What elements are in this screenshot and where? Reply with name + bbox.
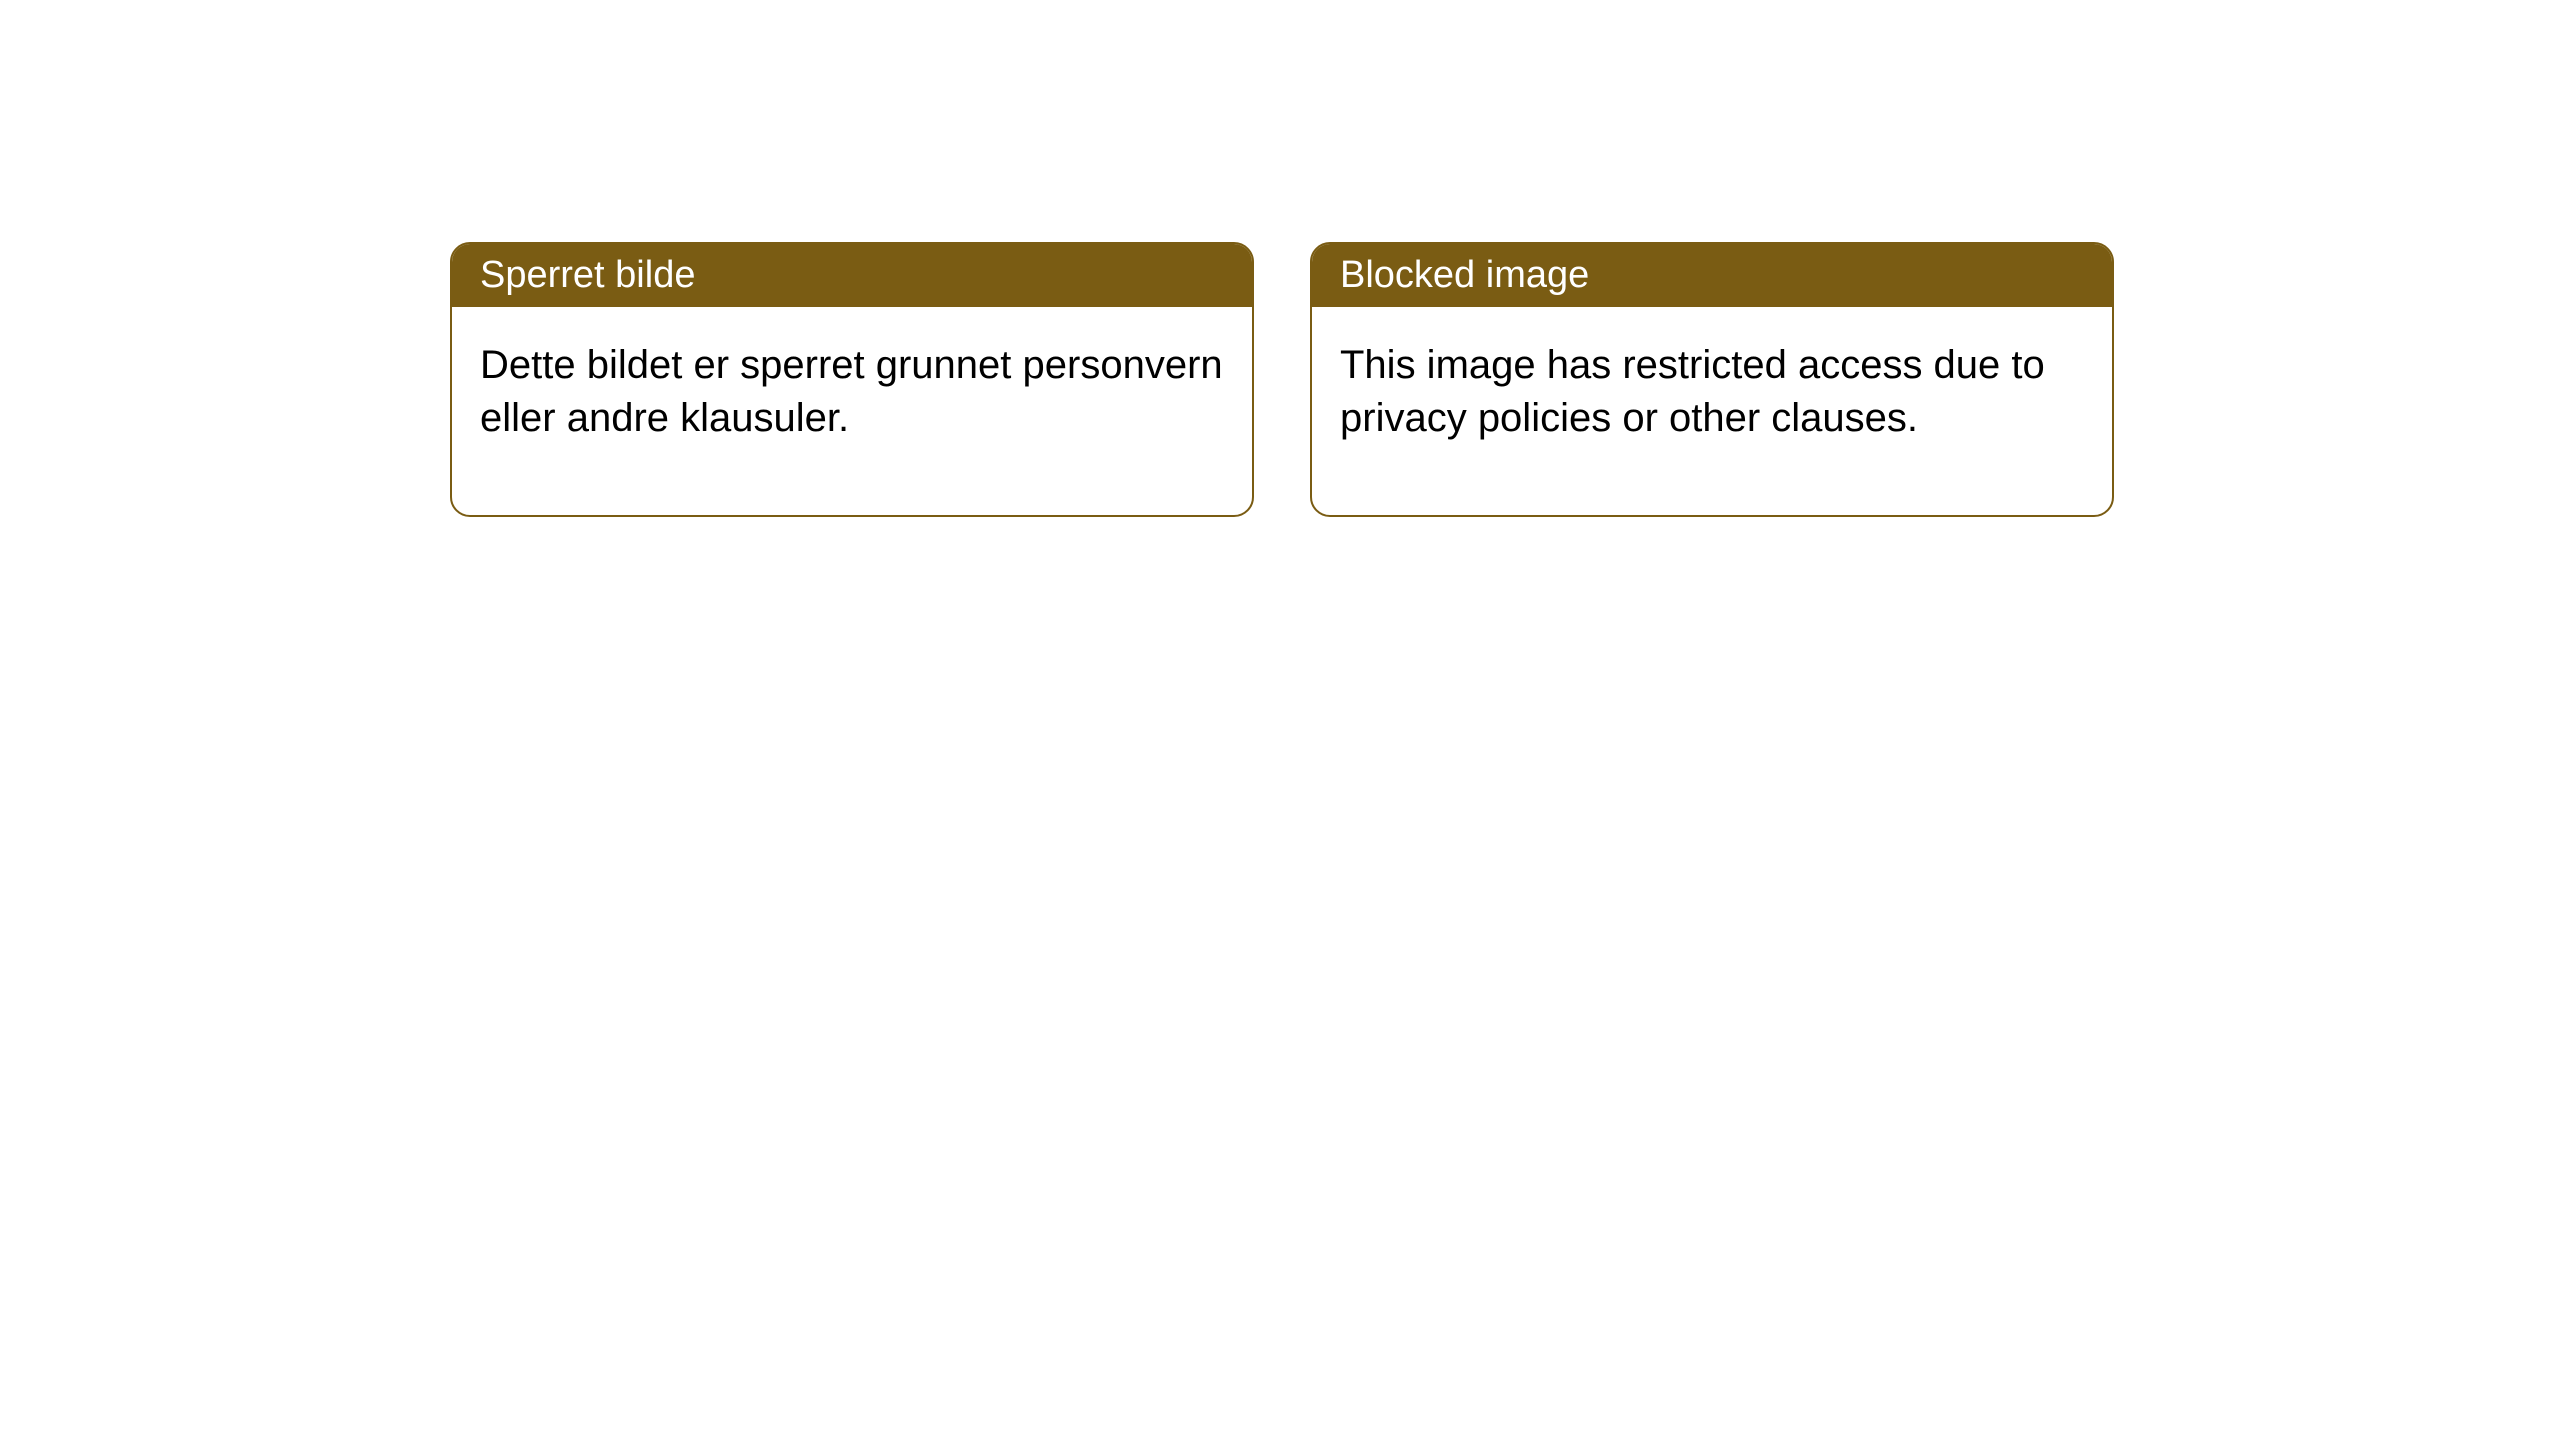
card-header: Sperret bilde bbox=[452, 244, 1252, 307]
card-body: Dette bildet er sperret grunnet personve… bbox=[452, 307, 1252, 515]
notice-card-norwegian: Sperret bilde Dette bildet er sperret gr… bbox=[450, 242, 1254, 517]
notice-container: Sperret bilde Dette bildet er sperret gr… bbox=[0, 0, 2560, 517]
card-body-text: This image has restricted access due to … bbox=[1340, 343, 2045, 440]
card-body-text: Dette bildet er sperret grunnet personve… bbox=[480, 343, 1223, 440]
card-body: This image has restricted access due to … bbox=[1312, 307, 2112, 515]
card-title: Blocked image bbox=[1340, 254, 1589, 296]
card-header: Blocked image bbox=[1312, 244, 2112, 307]
card-title: Sperret bilde bbox=[480, 254, 695, 296]
notice-card-english: Blocked image This image has restricted … bbox=[1310, 242, 2114, 517]
